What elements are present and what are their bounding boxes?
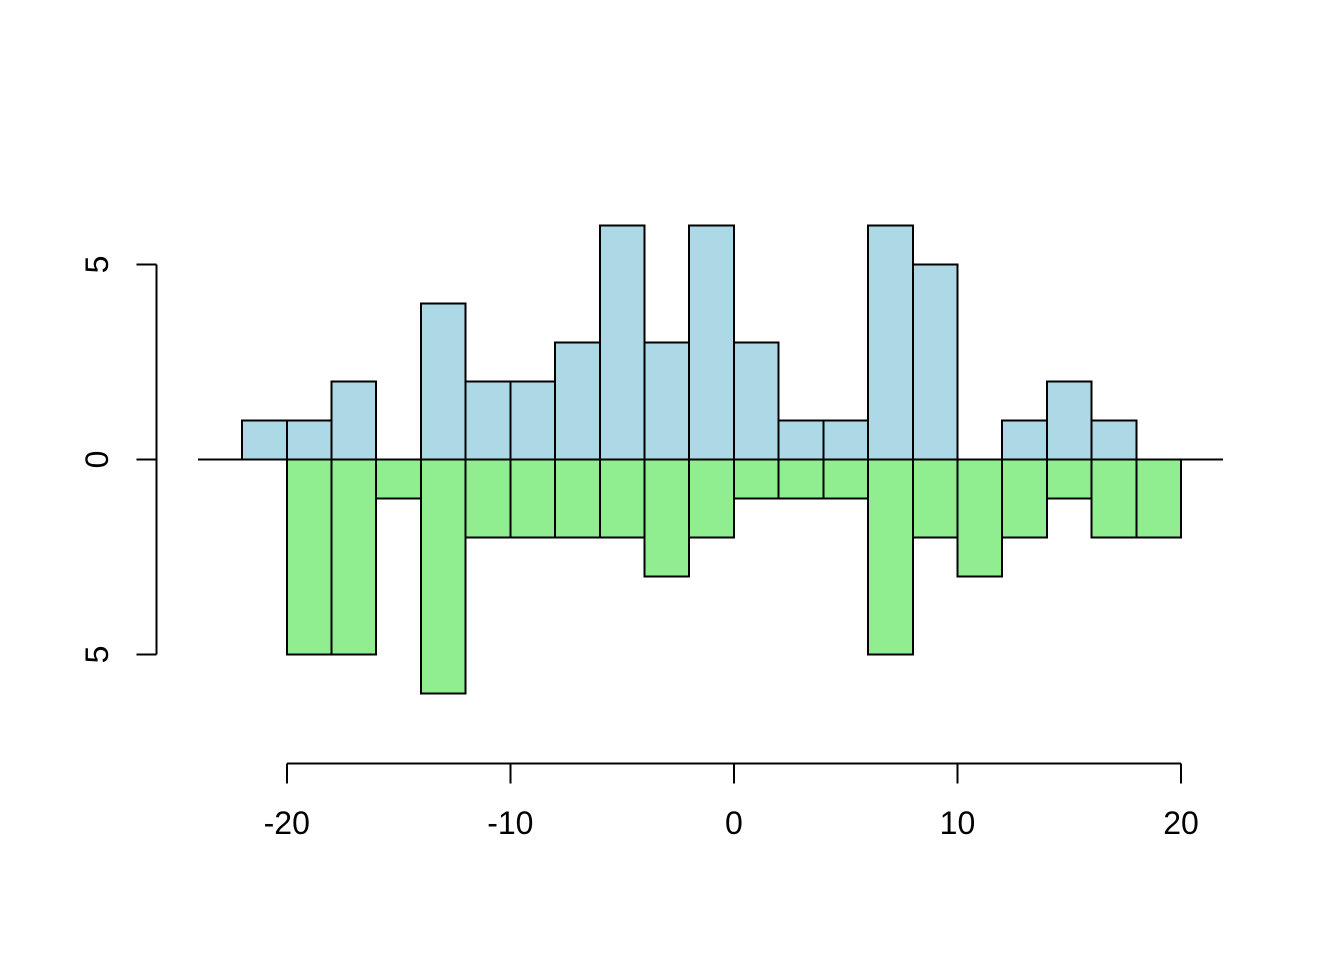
lower-histogram-bar bbox=[554, 458, 601, 539]
x-axis: -20 -10 0 10 20 bbox=[264, 762, 1199, 841]
lower-histogram-bar bbox=[330, 458, 378, 656]
upper-histogram-bar bbox=[732, 341, 780, 461]
lower-histogram-bar bbox=[509, 458, 557, 539]
upper-histogram-bar bbox=[464, 380, 512, 461]
lower-histogram-bar bbox=[822, 458, 870, 500]
lower-histogram-bar bbox=[1001, 458, 1048, 539]
y-tick-label: 5 bbox=[79, 646, 115, 664]
upper-histogram-bar bbox=[1045, 380, 1093, 461]
lower-histogram-bar bbox=[777, 458, 825, 500]
upper-histogram-bar bbox=[911, 263, 959, 461]
upper-histogram-bar bbox=[1090, 419, 1138, 461]
x-tick-label: 10 bbox=[940, 805, 976, 841]
x-tick-label: -20 bbox=[264, 805, 310, 841]
lower-histogram-bar bbox=[464, 458, 512, 539]
lower-histogram-bar bbox=[285, 458, 333, 656]
y-axis: 5 0 5 bbox=[79, 256, 158, 664]
lower-histogram-bar bbox=[911, 458, 959, 539]
histogram-bars bbox=[241, 224, 1183, 695]
upper-histogram-bar bbox=[419, 302, 467, 461]
upper-histogram-bar bbox=[643, 341, 691, 461]
upper-histogram-bar bbox=[1001, 419, 1048, 461]
upper-histogram-bar bbox=[598, 224, 646, 461]
upper-histogram-bar bbox=[777, 419, 825, 461]
lower-histogram-bar bbox=[688, 458, 735, 539]
lower-histogram-bar bbox=[1135, 458, 1183, 539]
upper-histogram-bar bbox=[241, 419, 288, 461]
y-tick-label: 0 bbox=[79, 451, 115, 469]
y-tick-label: 5 bbox=[79, 256, 115, 274]
upper-histogram-bar bbox=[867, 224, 914, 461]
lower-histogram-bar bbox=[867, 458, 914, 656]
lower-histogram-bar bbox=[956, 458, 1004, 578]
upper-histogram-bar bbox=[554, 341, 601, 461]
lower-histogram-bar bbox=[732, 458, 780, 500]
x-tick-label: 0 bbox=[725, 805, 743, 841]
x-tick-label: 20 bbox=[1163, 805, 1199, 841]
lower-histogram-bar bbox=[1045, 458, 1093, 500]
x-tick-label: -10 bbox=[487, 805, 533, 841]
upper-histogram-bar bbox=[330, 380, 378, 461]
upper-histogram-bar bbox=[509, 380, 557, 461]
lower-histogram-bar bbox=[598, 458, 646, 539]
upper-histogram-bar bbox=[688, 224, 735, 461]
upper-histogram-bar bbox=[822, 419, 870, 461]
lower-histogram-bar bbox=[1090, 458, 1138, 539]
lower-histogram-bar bbox=[419, 458, 467, 695]
lower-histogram-bar bbox=[375, 458, 422, 500]
lower-histogram-bar bbox=[643, 458, 691, 578]
upper-histogram-bar bbox=[285, 419, 333, 461]
